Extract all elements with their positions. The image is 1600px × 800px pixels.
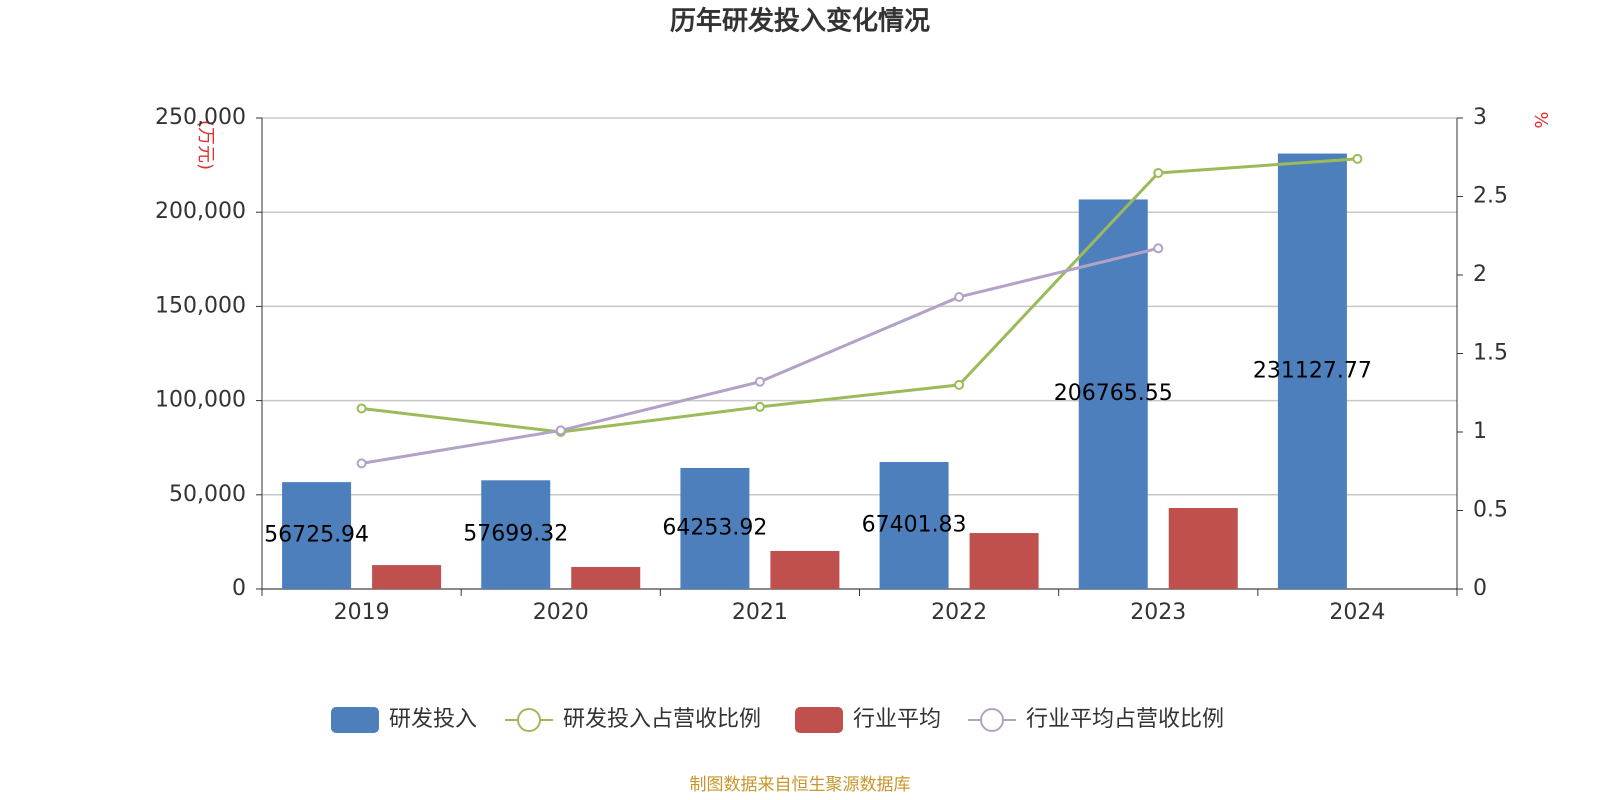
y-axis-label: (万元)	[195, 120, 216, 170]
line-marker	[954, 379, 965, 390]
y-tick-label: 100,000	[155, 388, 246, 413]
y-tick-label: 50,000	[169, 482, 246, 507]
data-label: 206765.55	[1054, 381, 1173, 406]
data-label: 57699.32	[463, 522, 568, 547]
line-marker	[754, 376, 765, 387]
y2-tick-label: 3	[1473, 105, 1487, 130]
bar	[1168, 507, 1238, 589]
legend-label: 行业平均	[853, 707, 941, 732]
x-tick-label: 2023	[1130, 600, 1186, 625]
y2-tick-label: 1.5	[1473, 341, 1508, 366]
legend-label: 研发投入	[389, 707, 477, 732]
x-tick-label: 2024	[1329, 600, 1385, 625]
line-marker	[1153, 167, 1164, 178]
y2-tick-label: 0	[1473, 576, 1487, 601]
y-tick-label: 250,000	[155, 105, 246, 130]
y-tick-label: 200,000	[155, 199, 246, 224]
line-marker	[1352, 153, 1363, 164]
data-label: 56725.94	[264, 523, 369, 548]
x-tick-label: 2020	[533, 600, 589, 625]
bar	[879, 462, 949, 589]
x-tick-label: 2019	[334, 600, 390, 625]
line	[361, 157, 1358, 434]
y-tick-label: 0	[232, 576, 246, 601]
line-marker	[555, 425, 566, 436]
data-label: 67401.83	[862, 513, 967, 538]
y2-tick-label: 1	[1473, 419, 1487, 444]
line	[361, 246, 1159, 465]
bar	[969, 533, 1039, 589]
bar	[571, 566, 641, 589]
source-note: 制图数据来自恒生聚源数据库	[690, 775, 911, 795]
y-tick-label: 150,000	[155, 293, 246, 318]
bar	[770, 550, 840, 589]
bar	[282, 482, 352, 589]
line-marker	[954, 291, 965, 302]
data-label: 64253.92	[662, 515, 767, 540]
y2-axis-label: %	[1530, 111, 1551, 128]
legend-swatch	[517, 708, 541, 732]
bar	[372, 565, 442, 589]
bar	[481, 480, 551, 589]
chart-title: 历年研发投入变化情况	[670, 6, 930, 37]
bar	[1277, 153, 1347, 589]
y2-tick-label: 2.5	[1473, 184, 1508, 209]
legend-swatch	[980, 708, 1004, 732]
legend-label: 研发投入占营收比例	[563, 707, 761, 732]
data-label: 231127.77	[1253, 358, 1372, 383]
legend-swatch	[331, 707, 379, 733]
x-tick-label: 2022	[931, 600, 987, 625]
line-marker	[356, 403, 367, 414]
bar	[680, 467, 750, 589]
legend-swatch	[795, 707, 843, 733]
line-marker	[356, 458, 367, 469]
line-marker	[1153, 243, 1164, 254]
x-tick-label: 2021	[732, 600, 788, 625]
line-marker	[754, 401, 765, 412]
y2-tick-label: 2	[1473, 262, 1487, 287]
legend-label: 行业平均占营收比例	[1026, 707, 1224, 732]
y2-tick-label: 0.5	[1473, 498, 1508, 523]
